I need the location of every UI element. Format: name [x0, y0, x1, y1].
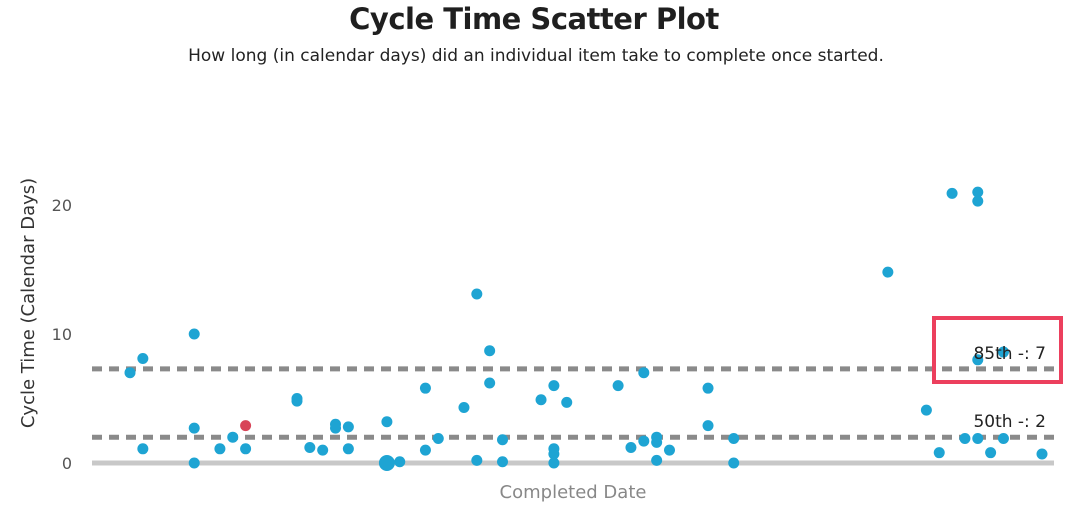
- data-point[interactable]: [728, 432, 740, 444]
- data-point[interactable]: [419, 444, 431, 456]
- data-point[interactable]: [188, 328, 200, 340]
- data-point[interactable]: [651, 436, 663, 448]
- data-point[interactable]: [548, 448, 560, 460]
- data-point[interactable]: [548, 457, 560, 469]
- data-point[interactable]: [432, 432, 444, 444]
- data-point[interactable]: [497, 434, 509, 446]
- data-point[interactable]: [497, 456, 509, 468]
- data-point[interactable]: [471, 288, 483, 300]
- data-point[interactable]: [137, 443, 149, 455]
- data-point[interactable]: [561, 396, 573, 408]
- data-point[interactable]: [304, 442, 316, 454]
- y-tick-label: 20: [52, 196, 72, 215]
- data-point[interactable]: [214, 443, 226, 455]
- data-point[interactable]: [484, 345, 496, 357]
- data-point[interactable]: [124, 367, 136, 379]
- highlight-box: [932, 316, 1063, 384]
- data-point[interactable]: [330, 422, 342, 434]
- data-point[interactable]: [985, 447, 997, 459]
- data-point[interactable]: [638, 435, 650, 447]
- data-point[interactable]: [702, 382, 714, 394]
- data-point[interactable]: [959, 432, 971, 444]
- data-point[interactable]: [920, 404, 932, 416]
- data-point[interactable]: [419, 382, 431, 394]
- data-point[interactable]: [458, 402, 470, 414]
- data-point[interactable]: [317, 444, 329, 456]
- data-point[interactable]: [972, 186, 984, 198]
- data-point[interactable]: [381, 416, 393, 428]
- data-point[interactable]: [227, 431, 239, 443]
- data-point[interactable]: [240, 443, 252, 455]
- data-point[interactable]: [535, 394, 547, 406]
- percentile-label: 50th -: 2: [973, 412, 1046, 432]
- data-point[interactable]: [638, 367, 650, 379]
- data-point[interactable]: [702, 420, 714, 432]
- data-point[interactable]: [137, 353, 149, 365]
- data-point[interactable]: [188, 422, 200, 434]
- data-point[interactable]: [240, 420, 252, 432]
- data-point[interactable]: [972, 432, 984, 444]
- data-point[interactable]: [997, 432, 1009, 444]
- data-point[interactable]: [997, 346, 1009, 358]
- data-point[interactable]: [663, 444, 675, 456]
- y-tick-label: 0: [62, 454, 72, 473]
- y-axis-label: Cycle Time (Calendar Days): [18, 178, 39, 428]
- data-point[interactable]: [612, 380, 624, 392]
- data-point[interactable]: [188, 457, 200, 469]
- percentile-label: 85th -: 7: [973, 344, 1046, 364]
- data-point[interactable]: [342, 443, 354, 455]
- data-point[interactable]: [471, 454, 483, 466]
- data-point[interactable]: [651, 454, 663, 466]
- y-tick-label: 10: [52, 325, 72, 344]
- data-point[interactable]: [484, 377, 496, 389]
- data-point[interactable]: [882, 266, 894, 278]
- data-point[interactable]: [394, 456, 406, 468]
- data-point[interactable]: [548, 380, 560, 392]
- data-point[interactable]: [972, 354, 984, 366]
- chart-subtitle: How long (in calendar days) did an indiv…: [188, 46, 884, 66]
- data-point[interactable]: [946, 187, 958, 199]
- data-point[interactable]: [972, 195, 984, 207]
- data-point[interactable]: [933, 447, 945, 459]
- chart-title: Cycle Time Scatter Plot: [349, 2, 719, 36]
- x-axis-label: Completed Date: [500, 482, 647, 503]
- data-point[interactable]: [378, 455, 395, 471]
- data-point[interactable]: [291, 395, 303, 407]
- data-point[interactable]: [342, 421, 354, 433]
- data-point[interactable]: [728, 457, 740, 469]
- data-point[interactable]: [1036, 448, 1048, 460]
- data-point[interactable]: [625, 442, 637, 454]
